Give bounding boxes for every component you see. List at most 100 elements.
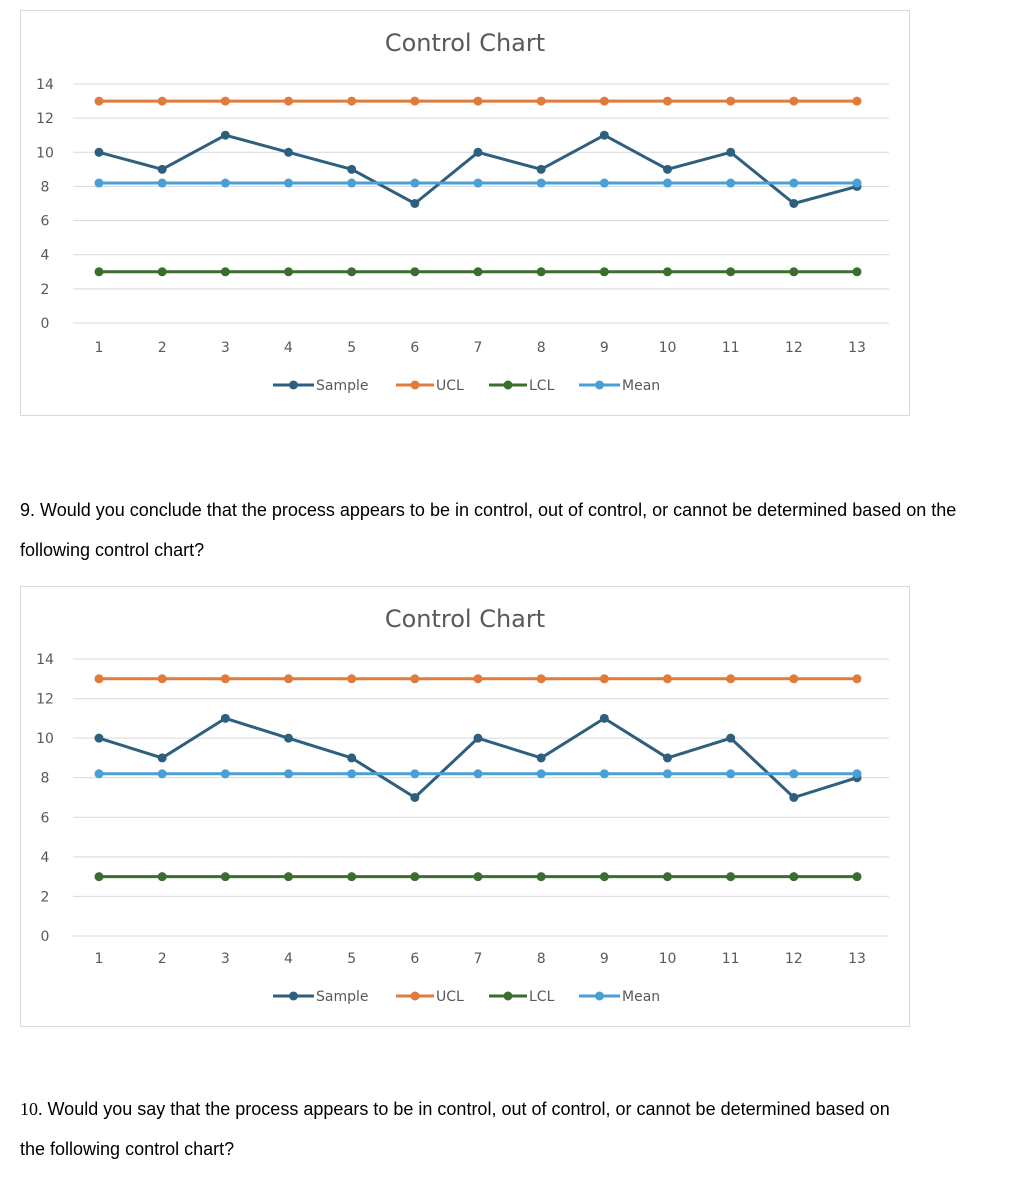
chart-2-series-mean-point-1 [94,769,104,779]
chart-2-xtick-12: 12 [785,951,803,967]
chart-2-legend-lcl-marker [503,991,513,1001]
chart-2-xtick-8: 8 [537,951,546,967]
chart-2-series-lcl-point-3 [220,872,230,882]
chart-1-series-lcl-point-9 [599,267,609,277]
chart-1-series-ucl-point-13 [852,96,862,106]
chart-2-legend-ucl-label: UCL [436,989,464,1005]
chart-2-series-lcl-point-12 [789,872,799,882]
chart-2-xtick-3: 3 [221,951,230,967]
chart-1-ytick-4: 4 [41,248,50,264]
chart-2-series-mean-point-2 [157,769,167,779]
question-10: 10. Would you say that the process appea… [20,1089,900,1169]
chart-2-series-ucl-point-4 [284,674,293,684]
chart-1-ytick-0: 0 [41,316,50,332]
chart-2-xtick-4: 4 [284,951,293,967]
chart-2-series-sample-point-3 [220,713,230,723]
chart-2-series-ucl-point-12 [789,674,799,684]
chart-1-series-lcl-point-3 [220,267,230,277]
chart-1-series-lcl-point-11 [726,267,736,277]
chart-2-series-ucl-point-9 [599,674,609,684]
chart-1-series-mean-point-8 [536,178,546,188]
chart-1-series-lcl-point-5 [347,267,357,277]
chart-1-xtick-6: 6 [410,340,419,356]
chart-2-ytick-6: 6 [41,810,50,826]
chart-1-series-sample-line [98,133,858,205]
chart-1-series-mean-point-4 [284,178,293,188]
chart-2-series-sample-point-1 [94,733,104,743]
chart-2-series-mean-point-11 [726,769,736,779]
chart-2-legend-ucl-marker [410,991,420,1001]
chart-1-title: Control Chart [385,29,545,57]
chart-1-legend-ucl-marker [410,380,420,390]
chart-1-legend-sample-label: Sample [316,378,369,394]
chart-1-ytick-6: 6 [41,214,50,230]
chart-1-series-mean-point-11 [726,178,736,188]
chart-2-series-ucl-point-3 [220,674,230,684]
chart-2-legend-lcl-label: LCL [529,989,555,1005]
chart-2-ytick-0: 0 [41,929,50,945]
chart-1-series-lcl-point-6 [410,267,420,277]
chart-2-xtick-2: 2 [158,951,167,967]
chart-1-ytick-8: 8 [41,179,50,195]
chart-2-series-lcl-point-5 [347,872,357,882]
chart-2-series-mean-point-3 [220,769,230,779]
chart-1-series-mean-point-9 [599,178,609,188]
chart-2-series-sample-point-2 [157,753,167,763]
chart-2-series-lcl-point-6 [410,872,420,882]
chart-1-series-sample-point-5 [347,164,357,174]
chart-1-legend-lcl-marker [503,380,513,390]
chart-2-ytick-14: 14 [36,652,54,668]
chart-2-series-sample-point-6 [410,793,420,802]
chart-1-series-ucl-point-10 [663,96,672,106]
question-10-number: 10. [20,1099,43,1119]
chart-1-series-ucl-point-1 [94,96,104,106]
chart-2-ytick-2: 2 [41,889,50,905]
chart-2-legend-mean-label: Mean [622,989,660,1005]
chart-1-series-sample-point-9 [599,130,609,140]
chart-2-series-ucl-point-6 [410,674,420,684]
chart-2-legend-sample-marker [289,991,298,1001]
chart-2-legend-sample-label: Sample [316,989,369,1005]
chart-2-ytick-12: 12 [36,692,54,708]
chart-2-xtick-6: 6 [410,951,419,967]
chart-1-legend-ucl-label: UCL [436,378,464,394]
chart-2-series-lcl-point-13 [852,872,862,882]
chart-1-series-ucl-point-12 [789,96,799,106]
chart-2-series-ucl-point-2 [157,674,167,684]
chart-2-xtick-5: 5 [347,951,356,967]
chart-1-series-sample-point-3 [220,130,230,140]
chart-2-series-lcl-point-9 [599,872,609,882]
chart-1-xtick-7: 7 [474,340,483,356]
chart-2-series-lcl-point-1 [94,872,104,882]
chart-1-series-mean-point-3 [220,178,230,188]
chart-2-series-sample-point-8 [536,753,546,763]
question-9-number: 9. [20,500,36,520]
chart-2-series-sample-point-7 [473,733,483,743]
control-chart-1: Control Chart 0 2 4 6 8 10 12 14 1 2 3 4 5 6 7 8 9 10 11 12 1… [20,10,910,416]
chart-2-series-mean-point-12 [789,769,799,779]
chart-1-series-sample-point-12 [789,199,799,208]
chart-2-series-ucl-point-5 [347,674,357,684]
chart-1-series-sample-point-6 [410,199,420,208]
chart-2-series-ucl-point-1 [94,674,104,684]
chart-1-series-sample-point-4 [284,147,293,157]
chart-2-xtick-1: 1 [95,951,104,967]
chart-2-series-lcl-point-2 [157,872,167,882]
chart-1-series-sample-point-1 [94,147,104,157]
chart-1-series-ucl-point-8 [536,96,546,106]
chart-1-series-mean-point-13 [852,178,862,188]
chart-2-series-mean-point-10 [663,769,672,779]
chart-1-series-ucl-point-11 [726,96,736,106]
chart-1-series-ucl-point-2 [157,96,167,106]
question-9-text: Would you conclude that the process appe… [20,500,957,560]
chart-1-ytick-2: 2 [41,282,50,298]
chart-1-xtick-2: 2 [158,340,167,356]
chart-1-series-mean-point-10 [663,178,672,188]
chart-2-series-lcl-point-8 [536,872,546,882]
chart-1-series-lcl-point-4 [284,267,293,277]
chart-1-legend-lcl-label: LCL [529,378,555,394]
chart-2-title: Control Chart [385,605,545,633]
chart-1-series-mean-point-5 [347,178,357,188]
chart-2-series-lcl-point-4 [284,872,293,882]
